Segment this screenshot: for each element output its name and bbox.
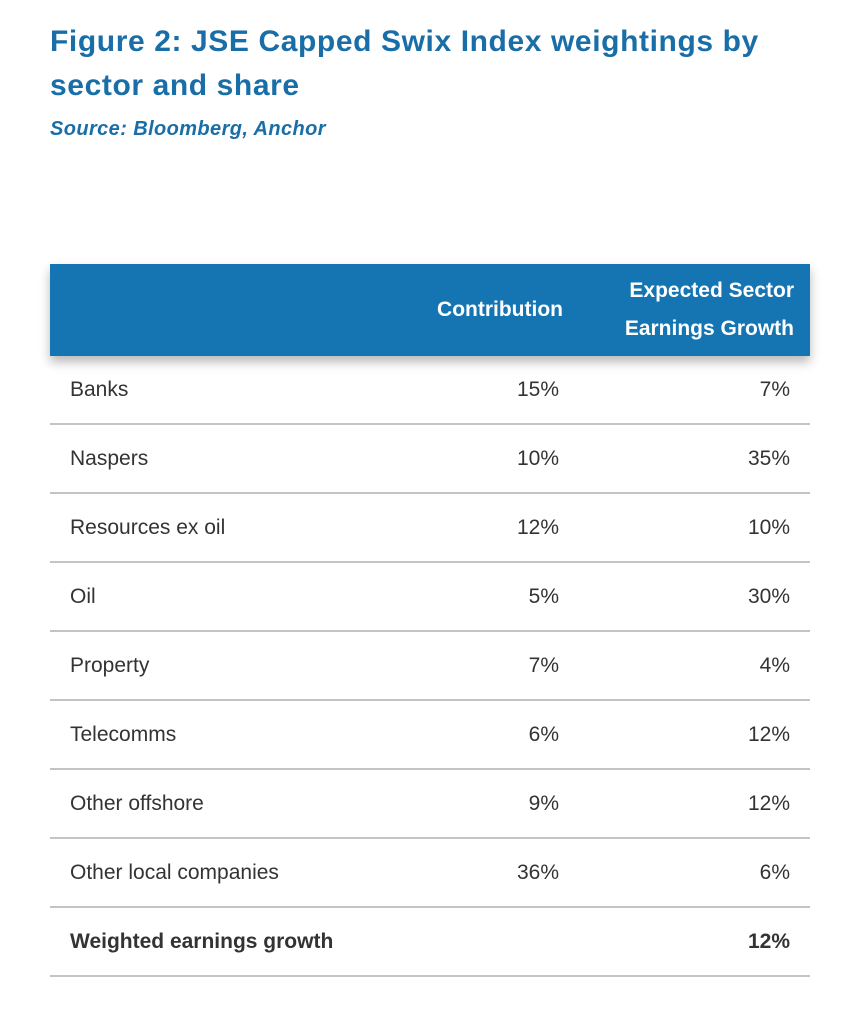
row-label: Banks [70,377,129,401]
row-contribution: 5% [528,584,559,608]
table-row: Resources ex oil 12% 10% [50,494,810,563]
row-growth: 35% [747,446,790,470]
header-contribution: Contribution [437,298,563,321]
row-contribution: 36% [516,860,559,884]
row-contribution: 7% [528,653,559,677]
row-growth: 30% [747,584,790,608]
row-contribution: 10% [516,446,559,470]
row-label: Other offshore [70,791,204,815]
row-growth: 12% [747,791,790,815]
header-growth-line-2: Earnings Growth [624,317,794,340]
row-contribution: 12% [516,515,559,539]
row-label: Oil [70,584,96,608]
total-growth: 12% [747,929,790,953]
row-growth: 12% [747,722,790,746]
total-label: Weighted earnings growth [70,929,334,953]
row-contribution: 15% [516,377,559,401]
row-growth: 7% [759,377,790,401]
row-label: Other local companies [70,860,279,884]
header-growth-line-1: Expected Sector [629,279,794,302]
row-growth: 4% [759,653,790,677]
row-growth: 10% [747,515,790,539]
row-label: Resources ex oil [70,515,226,539]
table-row: Oil 5% 30% [50,563,810,632]
chart-title: Figure 2: JSE Capped Swix Index weightin… [50,25,759,102]
total-row: Weighted earnings growth 12% [50,908,810,977]
row-contribution: 6% [528,722,559,746]
table-header: Contribution Expected Sector Earnings Gr… [50,264,810,356]
table-row: Property 7% 4% [50,632,810,701]
table-row: Telecomms 6% 12% [50,701,810,770]
table-row: Other offshore 9% 12% [50,770,810,839]
row-growth: 6% [759,860,790,884]
row-contribution: 9% [528,791,559,815]
row-label: Property [70,653,150,677]
table-row: Other local companies 36% 6% [50,839,810,908]
header-expected-growth: Expected Sector Earnings Growth [575,272,810,348]
table-row: Naspers 10% 35% [50,425,810,494]
row-label: Naspers [70,446,149,470]
data-table: Contribution Expected Sector Earnings Gr… [50,264,810,977]
chart-source: Source: Bloomberg, Anchor [50,118,326,140]
table-row: Banks 15% 7% [50,356,810,425]
row-label: Telecomms [70,722,177,746]
